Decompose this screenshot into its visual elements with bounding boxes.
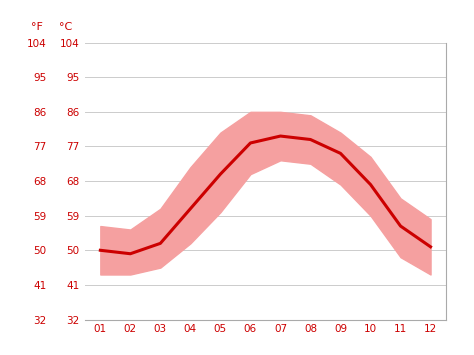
Text: °C: °C — [59, 22, 73, 32]
Text: °F: °F — [31, 22, 43, 32]
